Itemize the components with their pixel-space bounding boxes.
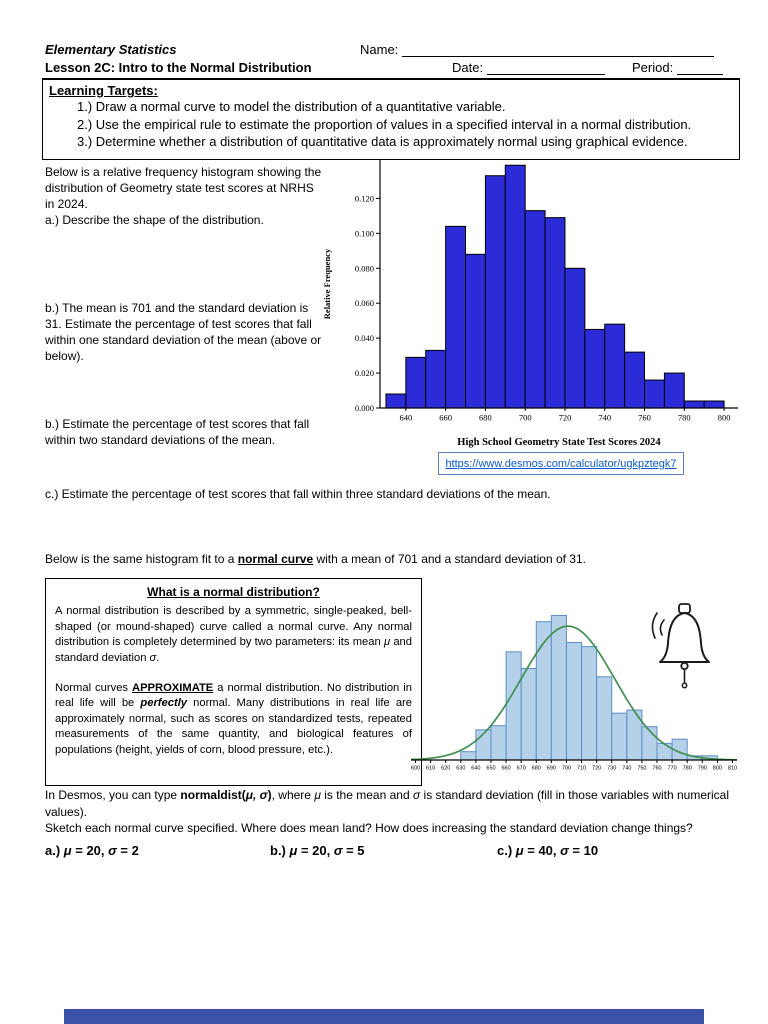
sketch-item-b: b.) μ = 20, σ = 5 [270, 843, 365, 858]
svg-text:720: 720 [592, 766, 601, 772]
svg-text:0.060: 0.060 [355, 298, 374, 308]
svg-text:640: 640 [471, 766, 480, 772]
desmos-link[interactable]: https://www.desmos.com/calculator/ugkpzt… [445, 457, 677, 470]
desmos-link-box: https://www.desmos.com/calculator/ugkpzt… [438, 452, 684, 475]
learning-target-item: 1.) Draw a normal curve to model the dis… [77, 99, 506, 114]
svg-text:800: 800 [718, 413, 731, 423]
learning-target-item: 3.) Determine whether a distribution of … [77, 134, 688, 149]
footer-blue-bar [64, 1009, 704, 1024]
name-row: Name: [360, 42, 715, 57]
name-blank-line [402, 43, 715, 57]
svg-text:620: 620 [441, 766, 450, 772]
histogram-intro-block: Below is a relative frequency histogram … [45, 164, 322, 228]
test-scores-histogram: 640 660 680 700 720 740 760 780 800 0.000 0.020 0.0… [322, 160, 738, 448]
period-label: Period: [632, 60, 674, 75]
svg-text:810: 810 [728, 766, 737, 772]
svg-text:0.080: 0.080 [355, 263, 374, 273]
desmos-instruction: In Desmos, you can type normaldist(μ, σ)… [45, 788, 730, 819]
lesson-title: Lesson 2C: Intro to the Normal Distribut… [45, 60, 312, 75]
date-row: Date: [452, 60, 606, 75]
svg-text:740: 740 [598, 413, 611, 423]
svg-text:660: 660 [439, 413, 452, 423]
svg-text:710: 710 [577, 766, 586, 772]
info-box: What is a normal distribution? A normal … [45, 578, 422, 786]
info-box-title: What is a normal distribution? [147, 585, 320, 599]
svg-text:650: 650 [486, 766, 495, 772]
histogram-intro-text: Below is a relative frequency histogram … [45, 165, 322, 211]
question-c: c.) Estimate the percentage of test scor… [45, 487, 551, 501]
date-label: Date: [452, 60, 484, 75]
svg-text:Relative Frequency: Relative Frequency [322, 248, 332, 319]
svg-text:0.100: 0.100 [355, 228, 374, 238]
svg-text:700: 700 [562, 766, 571, 772]
svg-text:720: 720 [559, 413, 572, 423]
learning-target-item: 2.) Use the empirical rule to estimate t… [77, 116, 692, 132]
question-a: a.) Describe the shape of the distributi… [45, 213, 264, 227]
period-row: Period: [632, 60, 724, 75]
svg-text:800: 800 [713, 766, 722, 772]
date-blank-line [487, 61, 606, 75]
svg-text:600: 600 [411, 766, 420, 772]
question-b2: b.) Estimate the percentage of test scor… [45, 417, 310, 447]
sketch-item-a: a.) μ = 20, σ = 2 [45, 843, 139, 858]
info-box-paragraph-2: Normal curves APPROXIMATE a normal distr… [55, 682, 412, 756]
desmos-instruction-block: In Desmos, you can type normaldist(μ, σ)… [45, 787, 742, 837]
svg-text:640: 640 [399, 413, 412, 423]
svg-text:740: 740 [622, 766, 631, 772]
svg-text:690: 690 [547, 766, 556, 772]
bell-icon [651, 603, 710, 689]
normal-curve-histogram: 600 610 620 630 640 650 660 670 680 690 700 710 720 7… [411, 614, 737, 772]
svg-text:630: 630 [456, 766, 465, 772]
name-label: Name: [360, 42, 399, 57]
svg-text:780: 780 [678, 413, 691, 423]
svg-text:610: 610 [426, 766, 435, 772]
svg-text:770: 770 [668, 766, 677, 772]
svg-text:0.120: 0.120 [355, 193, 374, 203]
period-blank-line [677, 61, 724, 75]
course-title: Elementary Statistics [45, 42, 177, 57]
svg-text:760: 760 [638, 413, 651, 423]
svg-text:0.020: 0.020 [355, 368, 374, 378]
sketch-prompt: Sketch each normal curve specified. Wher… [45, 821, 693, 835]
svg-text:0.000: 0.000 [355, 403, 374, 413]
svg-text:700: 700 [519, 413, 532, 423]
sketch-item-c: c.) μ = 40, σ = 10 [497, 843, 599, 858]
svg-text:780: 780 [683, 766, 692, 772]
svg-text:760: 760 [652, 766, 661, 772]
question-b1: b.) The mean is 701 and the standard dev… [45, 301, 322, 363]
svg-text:670: 670 [517, 766, 526, 772]
svg-text:680: 680 [532, 766, 541, 772]
normal-curve-intro: Below is the same histogram fit to a nor… [45, 552, 586, 566]
svg-text:High School Geometry State Tes: High School Geometry State Test Scores 2… [457, 437, 661, 448]
svg-text:730: 730 [607, 766, 616, 772]
learning-targets-title: Learning Targets: [49, 83, 158, 98]
svg-text:660: 660 [501, 766, 510, 772]
svg-text:0.040: 0.040 [355, 333, 374, 343]
learning-targets-box: Learning Targets: 1.) Draw a normal curv… [42, 78, 740, 160]
svg-text:750: 750 [637, 766, 646, 772]
svg-text:790: 790 [698, 766, 707, 772]
info-box-paragraph-1: A normal distribution is described by a … [55, 605, 412, 664]
svg-text:680: 680 [479, 413, 492, 423]
